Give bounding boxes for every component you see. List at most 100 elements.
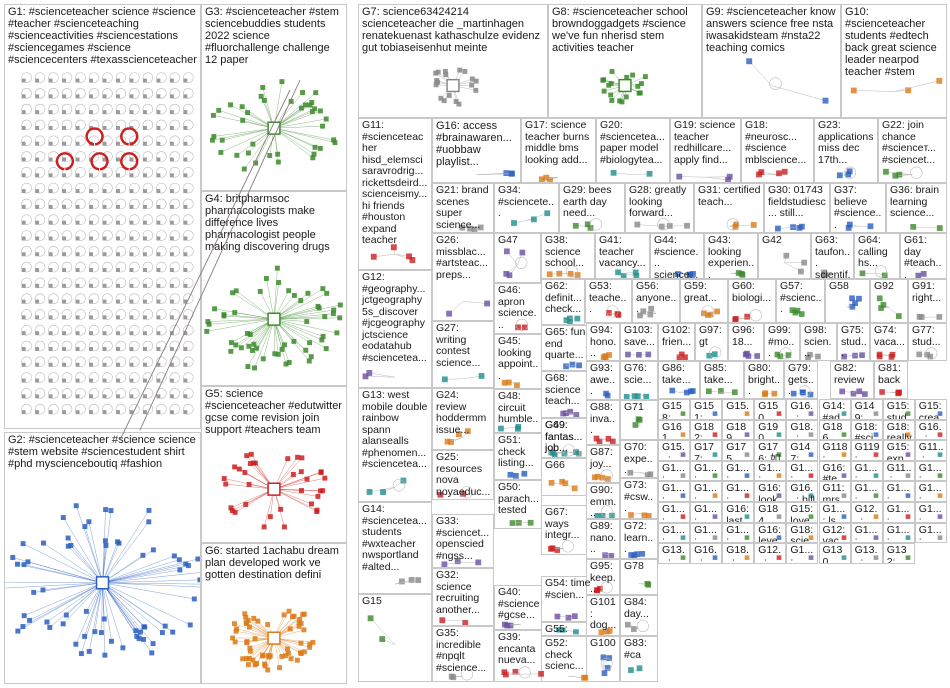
network-node [102,94,107,99]
network-node [876,351,883,358]
network-node [252,636,258,642]
network-node [937,411,943,416]
network-node [320,123,326,129]
network-node [48,204,53,209]
network-node [115,157,120,162]
network-node [146,519,152,525]
network-node [183,220,188,225]
network-node [294,657,300,663]
network-node [484,300,491,307]
self-loop-edge [61,388,73,399]
network-node [89,378,93,383]
network-node [584,221,591,228]
cluster-network-svg [367,615,396,646]
network-node [527,519,534,526]
network-node [15,561,20,567]
self-loop-edge [34,356,46,368]
network-node [21,346,26,351]
network-node [102,538,108,544]
network-node [62,378,67,383]
cluster-g98: G98: scien... [800,323,837,361]
network-node [35,268,40,273]
network-node [821,269,827,276]
cluster-g10: G10: #scienceteacher students #edtech ba… [841,4,947,118]
cluster-g44: G44: #science... science... [650,233,704,279]
network-node [75,220,80,225]
cluster-network-svg [556,627,579,635]
small-cluster: G1...: taki... [850,481,883,502]
network-node [187,622,193,628]
network-node [563,363,569,370]
network-node [645,581,652,588]
cluster-label: G20: #scienceteа... paper model #biology… [600,119,668,166]
network-node [398,578,405,585]
network-node [712,452,718,458]
network-node [286,608,292,614]
cluster-g65: G65: fun end quarte... [541,325,589,371]
network-node [246,624,252,630]
cluster-g49: G49: fantas... job... [541,418,595,458]
small-cluster: G1...: tea... [658,481,691,502]
cluster-network-svg [628,551,646,558]
network-node [183,378,188,383]
network-node [732,223,739,230]
cluster-g73: G73: #csw... [620,478,658,519]
network-node [62,315,67,320]
network-node [637,312,643,319]
cluster-label: G86: take... [662,362,691,386]
small-cluster: G1...: #sc... [658,502,691,523]
network-node [35,157,40,162]
cluster-label: G2: #scienceteacher #science science #st… [8,434,199,470]
cluster-network-svg [744,534,750,540]
self-loop-edge [88,372,100,383]
self-loop-edge [102,72,113,83]
network-node [115,539,121,545]
cluster-label: G6: started 1achabu dream plan developed… [205,545,342,581]
network-node [446,310,453,317]
network-edge [273,477,325,490]
cluster-g97: G97: gt [695,323,728,361]
network-node [115,268,120,273]
network-node [232,464,238,470]
self-loop-edge [561,540,574,553]
network-node [169,362,174,367]
self-loop-edge [657,218,670,231]
self-loop-edge [102,198,113,210]
cluster-g1: G1: #scienceteacher science #science #te… [4,4,201,429]
network-node [129,268,134,273]
self-loop-edge [61,340,73,352]
cluster-network-svg [680,534,686,540]
network-node [508,170,515,177]
self-loop-edge [21,261,32,273]
cluster-network-svg [546,265,581,278]
cluster-g68: G68: science teach... [541,371,589,418]
network-node [646,170,653,177]
network-node [75,78,80,83]
small-cluster: G16: look... [754,481,787,502]
network-node [142,78,147,83]
network-node [102,204,107,209]
cluster-label: G74: vaca... [874,324,905,348]
network-edge [893,80,940,92]
cluster-network-svg [742,350,761,359]
network-node [245,662,251,668]
cluster-network-svg [509,519,534,526]
network-node [228,505,234,511]
cluster-g54: G54: time #scien... [541,576,595,622]
network-node [48,236,53,241]
network-node [233,342,239,348]
network-node [554,547,561,553]
network-node [142,346,147,351]
network-node [260,356,266,362]
network-node [705,312,711,318]
network-node [680,452,686,458]
network-node [183,94,188,99]
network-node [276,280,282,285]
network-node [279,79,285,85]
network-node [628,667,634,673]
cluster-label: G87: joy... [590,446,616,470]
cluster-network-svg [712,514,718,519]
cluster-g53: G53: teache... [585,279,632,323]
network-node [129,220,134,225]
cluster-label: G9: #scienceteacher know answers science… [706,6,839,54]
